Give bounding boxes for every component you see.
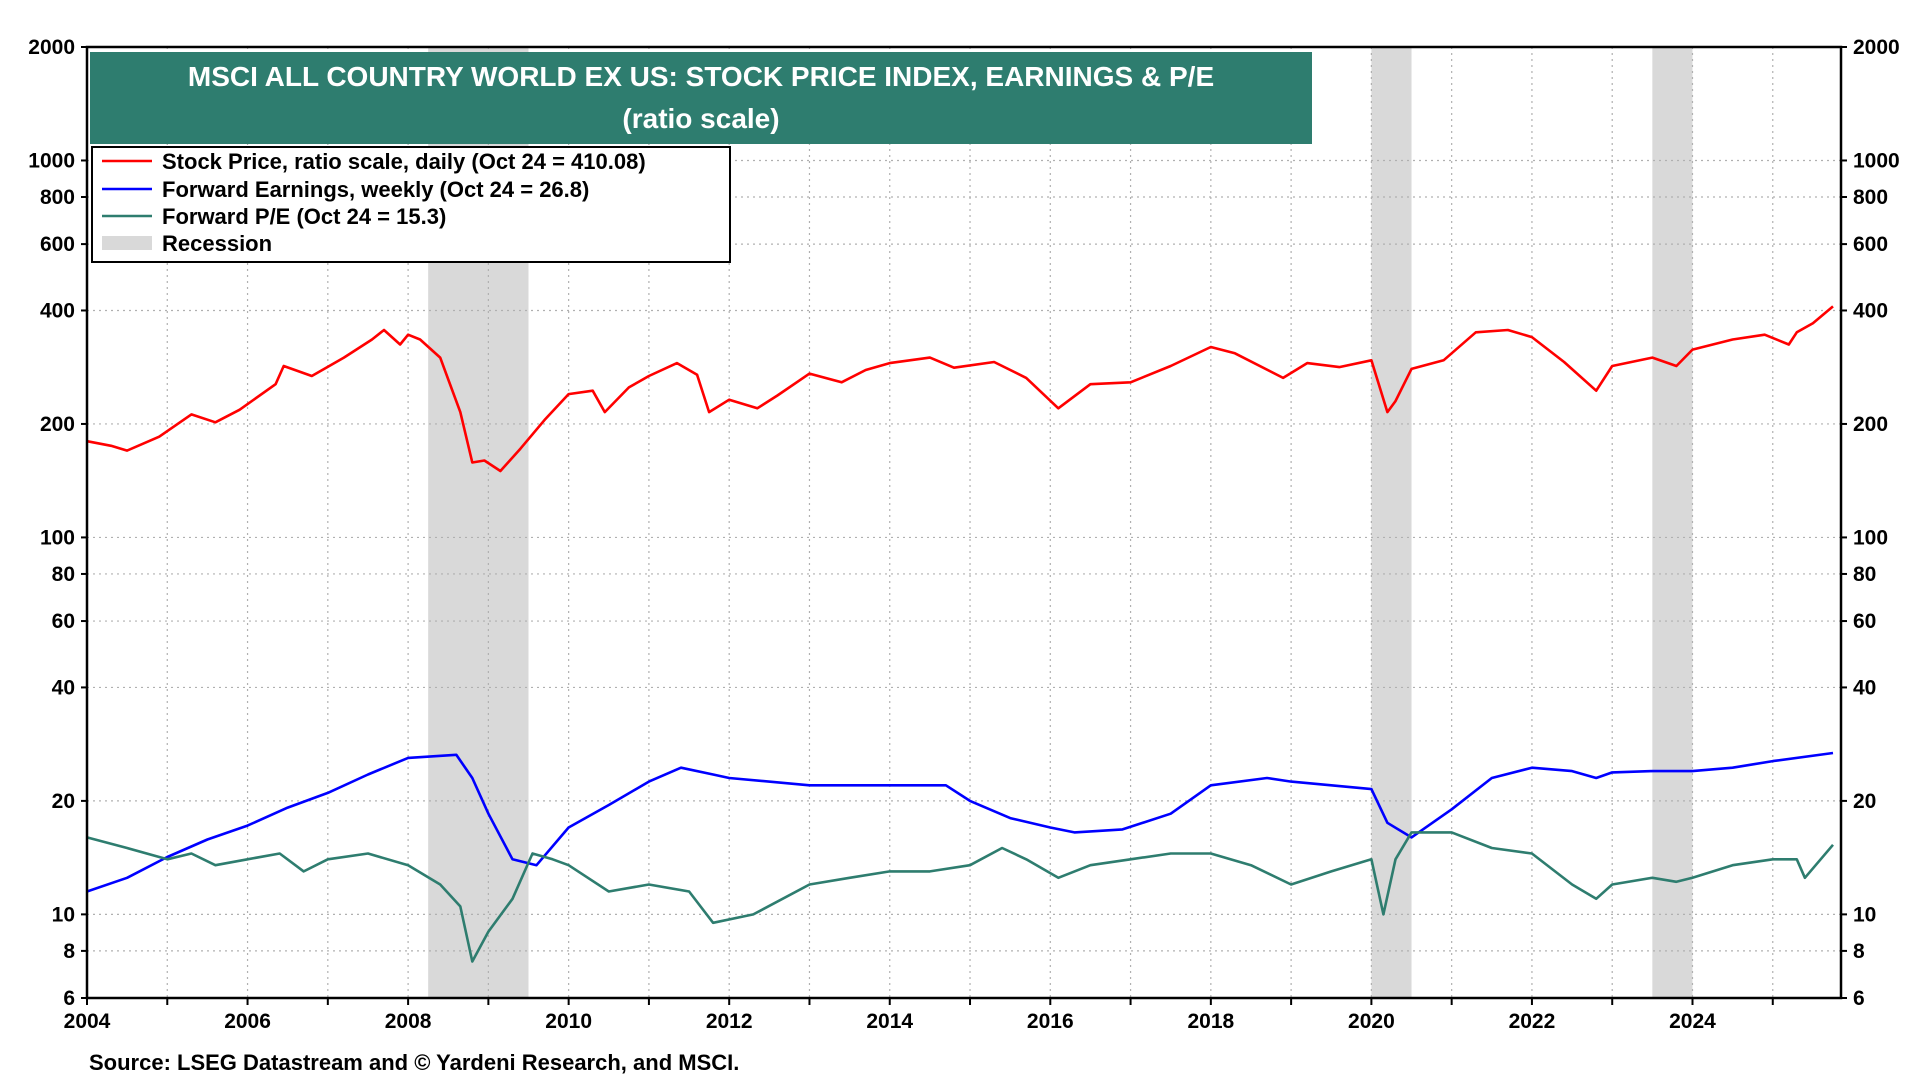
- y-tick-label-left-100: 100: [40, 526, 75, 549]
- y-tick-label-right-400: 400: [1853, 299, 1888, 322]
- x-tick-label-2014: 2014: [866, 1010, 913, 1033]
- x-tick-label-2008: 2008: [385, 1010, 432, 1033]
- y-tick-label-left-1000: 1000: [28, 149, 75, 172]
- x-tick-label-2012: 2012: [706, 1010, 753, 1033]
- y-tick-label-left-800: 800: [40, 186, 75, 209]
- x-tick-label-2024: 2024: [1669, 1010, 1716, 1033]
- y-tick-label-right-40: 40: [1853, 676, 1876, 699]
- y-tick-label-right-20: 20: [1853, 790, 1876, 813]
- x-tick-label-2018: 2018: [1187, 1010, 1234, 1033]
- y-tick-label-left-80: 80: [52, 563, 75, 586]
- series-line-1: [86, 751, 1834, 893]
- recession-band-1: [1371, 47, 1412, 998]
- y-tick-label-right-10: 10: [1853, 903, 1876, 926]
- legend-label-recession: Recession: [162, 231, 272, 256]
- y-tick-label-left-600: 600: [40, 233, 75, 256]
- x-tick-label-2016: 2016: [1027, 1010, 1074, 1033]
- y-tick-label-left-6: 6: [63, 987, 75, 1010]
- recession-band-2: [1652, 47, 1693, 998]
- x-tick-label-2010: 2010: [545, 1010, 592, 1033]
- y-tick-label-left-40: 40: [52, 676, 75, 699]
- y-tick-label-left-2000: 2000: [28, 36, 75, 59]
- y-tick-label-right-80: 80: [1853, 563, 1876, 586]
- y-tick-label-right-8: 8: [1853, 940, 1865, 963]
- x-tick-label-2006: 2006: [224, 1010, 271, 1033]
- legend: Stock Price, ratio scale, daily (Oct 24 …: [91, 146, 731, 263]
- y-tick-label-right-600: 600: [1853, 233, 1888, 256]
- y-tick-label-right-100: 100: [1853, 526, 1888, 549]
- x-tick-label-2020: 2020: [1348, 1010, 1395, 1033]
- y-tick-label-right-60: 60: [1853, 610, 1876, 633]
- chart-title: MSCI ALL COUNTRY WORLD EX US: STOCK PRIC…: [188, 61, 1214, 92]
- y-tick-label-left-400: 400: [40, 299, 75, 322]
- x-tick-label-2022: 2022: [1509, 1010, 1556, 1033]
- y-tick-label-left-20: 20: [52, 790, 75, 813]
- y-tick-label-left-8: 8: [63, 940, 75, 963]
- x-tick-label-2004: 2004: [64, 1010, 111, 1033]
- y-axis-ticks: 2000 2000 1000 1000 800 800 600 600 400 400 200 200…: [28, 36, 1899, 1010]
- y-tick-label-right-2000: 2000: [1853, 36, 1900, 59]
- y-tick-label-right-800: 800: [1853, 186, 1888, 209]
- legend-label-forward-earnings: Forward Earnings, weekly (Oct 24 = 26.8): [162, 177, 589, 202]
- title-background: [90, 52, 1312, 144]
- plot-frame: [85, 45, 1843, 1000]
- legend-frame: [91, 146, 731, 263]
- y-tick-label-left-60: 60: [52, 610, 75, 633]
- y-tick-label-right-6: 6: [1853, 987, 1865, 1010]
- series-line-0: [86, 305, 1834, 473]
- series-lines: [86, 305, 1834, 963]
- x-axis-ticks: 2004 2006 2008 2010 2012 2014 2016 2018 2020 2022…: [64, 998, 1774, 1033]
- y-tick-label-left-10: 10: [52, 903, 75, 926]
- grid-lines: [87, 47, 1841, 998]
- y-tick-label-left-200: 200: [40, 413, 75, 436]
- legend-label-stock-price: Stock Price, ratio scale, daily (Oct 24 …: [162, 149, 646, 174]
- legend-label-forward-pe: Forward P/E (Oct 24 = 15.3): [162, 204, 446, 229]
- series-line-2: [86, 831, 1834, 963]
- y-tick-label-right-1000: 1000: [1853, 149, 1900, 172]
- title-box: MSCI ALL COUNTRY WORLD EX US: STOCK PRIC…: [90, 52, 1312, 144]
- legend-swatch-recession: [102, 236, 152, 250]
- chart-subtitle: (ratio scale): [622, 103, 779, 134]
- y-tick-label-right-200: 200: [1853, 413, 1888, 436]
- source-note: Source: LSEG Datastream and © Yardeni Re…: [89, 1050, 739, 1075]
